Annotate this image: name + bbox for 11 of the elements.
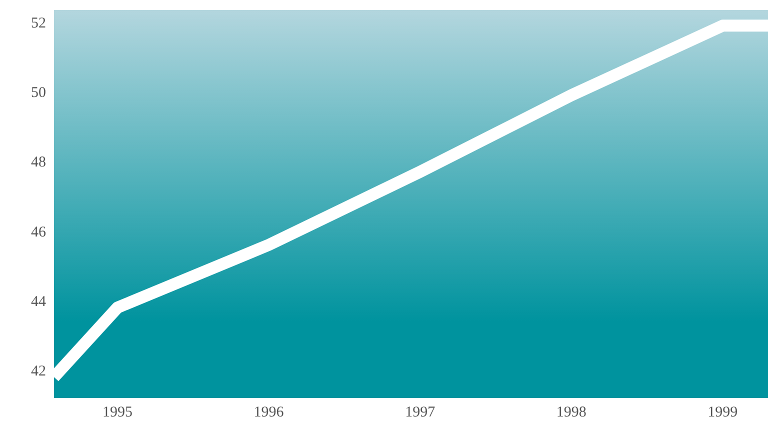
x-tick-label: 1998 <box>556 404 586 421</box>
y-tick-label: 48 <box>31 154 46 171</box>
x-tick-label: 1999 <box>708 404 738 421</box>
y-tick-label: 44 <box>31 294 46 310</box>
y-tick-label: 52 <box>31 16 46 32</box>
x-tick-label: 1996 <box>254 404 284 421</box>
x-tick-label: 1997 <box>405 404 436 421</box>
x-tick-label: 1995 <box>102 404 133 421</box>
y-tick-label: 42 <box>31 363 46 380</box>
y-tick-label: 50 <box>31 85 46 102</box>
y-tick-label: 46 <box>31 224 46 240</box>
